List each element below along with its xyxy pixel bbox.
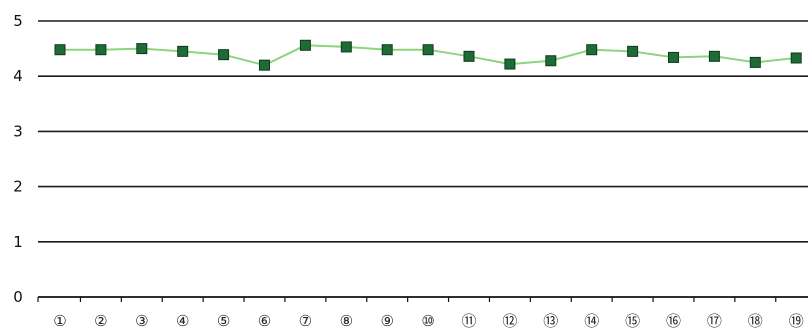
x-tick-label-18: ⑱ — [748, 312, 763, 330]
x-tick-label-9: ⑨ — [380, 312, 393, 330]
x-tick-label-3: ③ — [135, 312, 148, 330]
x-tick-label-6: ⑥ — [258, 312, 271, 330]
data-point-19 — [790, 52, 802, 64]
data-point-17 — [708, 50, 720, 62]
x-tick-label-15: ⑮ — [625, 312, 640, 330]
data-point-5 — [218, 49, 230, 61]
data-point-6 — [259, 59, 270, 71]
x-tick-label-11: ⑪ — [461, 312, 476, 330]
data-point-10 — [422, 44, 434, 56]
x-axis-tick-labels: ① ② ③ ④ ⑤ ⑥ ⑦ ⑧ ⑨ ⑩ ⑪ ⑫ ⑬ ⑭ ⑮ ⑯ ⑰ ⑱ ⑲ — [53, 312, 803, 330]
y-tick-label-0: 0 — [13, 288, 23, 306]
data-point-11 — [463, 50, 475, 62]
x-axis — [37, 296, 808, 302]
y-tick-label-5: 5 — [13, 12, 23, 30]
y-tick-label-3: 3 — [13, 122, 23, 140]
x-tick-label-2: ② — [94, 312, 107, 330]
data-point-18 — [749, 56, 761, 68]
x-tick-label-5: ⑤ — [217, 312, 230, 330]
data-point-7 — [299, 39, 311, 51]
data-point-9 — [381, 44, 393, 56]
x-tick-label-10: ⑩ — [421, 312, 434, 330]
data-point-1 — [54, 44, 66, 56]
gridlines — [38, 20, 808, 243]
x-tick-label-13: ⑬ — [543, 312, 558, 330]
data-point-3 — [136, 43, 148, 55]
y-tick-label-4: 4 — [13, 67, 23, 85]
data-point-8 — [340, 41, 352, 53]
series-group — [54, 39, 802, 71]
x-tick-label-4: ④ — [176, 312, 189, 330]
x-tick-label-19: ⑲ — [789, 312, 804, 330]
x-tick-label-14: ⑭ — [584, 312, 599, 330]
y-axis-tick-labels: 0 1 2 3 4 5 — [13, 12, 23, 306]
x-tick-label-8: ⑧ — [340, 312, 353, 330]
y-tick-label-2: 2 — [13, 178, 23, 196]
y-tick-label-1: 1 — [13, 233, 23, 251]
x-tick-label-1: ① — [53, 312, 66, 330]
x-tick-label-17: ⑰ — [707, 312, 722, 330]
x-tick-label-12: ⑫ — [502, 312, 517, 330]
data-point-14 — [586, 44, 598, 56]
data-point-4 — [177, 45, 189, 57]
data-point-15 — [627, 45, 639, 57]
x-tick-label-16: ⑯ — [666, 312, 681, 330]
data-point-12 — [504, 58, 516, 70]
data-point-13 — [545, 55, 557, 67]
data-point-16 — [668, 51, 679, 63]
x-tick-label-7: ⑦ — [299, 312, 312, 330]
data-point-2 — [95, 44, 107, 56]
